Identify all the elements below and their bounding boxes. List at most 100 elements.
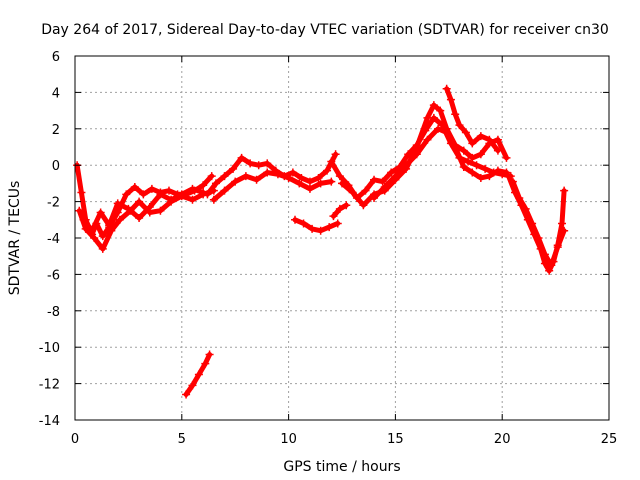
data-point-arc-9 bbox=[468, 153, 477, 162]
data-point-arc-13 bbox=[521, 204, 530, 213]
data-point-arc-3 bbox=[96, 208, 105, 217]
data-point-arc-4 bbox=[220, 172, 229, 181]
data-point-arc-4 bbox=[331, 150, 340, 159]
y-tick-label: -4 bbox=[47, 232, 60, 247]
x-tick-label: 25 bbox=[601, 432, 618, 447]
data-point-arc-10 bbox=[412, 150, 421, 159]
data-point-arc-11 bbox=[442, 84, 451, 93]
data-point-arc-11 bbox=[455, 121, 464, 130]
y-tick-label: 6 bbox=[52, 50, 60, 65]
data-point-arc-6 bbox=[308, 224, 317, 233]
data-point-arc-4 bbox=[288, 168, 297, 177]
data-point-arc-11 bbox=[468, 139, 477, 148]
x-tick-label: 10 bbox=[280, 432, 297, 447]
y-tick-label: 4 bbox=[52, 86, 60, 101]
data-point-arc-12 bbox=[545, 266, 554, 275]
x-tick-label: 20 bbox=[494, 432, 511, 447]
data-point-arc-14 bbox=[194, 370, 203, 379]
data-point-arc-11 bbox=[451, 110, 460, 119]
data-point-arc-5 bbox=[252, 175, 261, 184]
data-point-arc-8 bbox=[335, 172, 344, 181]
data-point-arc-1 bbox=[130, 183, 139, 192]
x-axis-label: GPS time / hours bbox=[283, 459, 400, 475]
data-point-arc-9 bbox=[476, 150, 485, 159]
data-point-arc-5 bbox=[284, 173, 293, 182]
data-point-arc-4 bbox=[237, 153, 246, 162]
data-point-arc-5 bbox=[241, 172, 250, 181]
data-point-arc-1 bbox=[164, 186, 173, 195]
y-tick-label: -6 bbox=[47, 268, 60, 283]
data-point-arc-9 bbox=[423, 113, 432, 122]
data-point-arc-10 bbox=[442, 128, 451, 137]
data-point-arc-3 bbox=[88, 226, 97, 235]
y-axis-label: SDTVAR / TECUs bbox=[7, 181, 23, 296]
data-point-arc-4 bbox=[305, 177, 314, 186]
data-point-arc-6 bbox=[299, 219, 308, 228]
data-point-arc-1 bbox=[139, 190, 148, 199]
data-point-arc-4 bbox=[229, 164, 238, 173]
data-point-arc-8 bbox=[472, 161, 481, 170]
data-point-arc-10 bbox=[391, 172, 400, 181]
data-point-arc-5 bbox=[231, 177, 240, 186]
data-point-arc-9 bbox=[502, 153, 511, 162]
data-point-arc-8 bbox=[481, 164, 490, 173]
data-point-arc-10 bbox=[451, 143, 460, 151]
series-line-arc-4 bbox=[204, 151, 339, 197]
data-point-arc-5 bbox=[316, 179, 325, 188]
data-point-arc-4 bbox=[297, 173, 306, 182]
series-line-arc-5 bbox=[211, 170, 334, 203]
data-point-arc-6 bbox=[325, 223, 334, 232]
data-point-arc-10 bbox=[476, 173, 485, 182]
data-point-arc-10 bbox=[370, 193, 379, 202]
data-point-arc-3 bbox=[113, 199, 122, 208]
data-point-arc-4 bbox=[263, 159, 272, 168]
data-point-arc-11 bbox=[485, 135, 494, 144]
data-point-arc-4 bbox=[203, 190, 212, 199]
grid bbox=[75, 56, 609, 420]
data-point-arc-2 bbox=[90, 234, 99, 242]
data-point-arc-8 bbox=[370, 175, 379, 184]
data-point-arc-10 bbox=[468, 168, 477, 177]
data-point-arc-1 bbox=[98, 232, 107, 241]
data-point-arc-6 bbox=[333, 219, 342, 228]
data-point-arc-12 bbox=[558, 219, 567, 228]
data-point-arc-9 bbox=[348, 188, 357, 197]
data-point-arc-7 bbox=[335, 204, 344, 213]
series-line-arc-6 bbox=[292, 217, 341, 234]
data-point-arc-4 bbox=[314, 173, 323, 182]
data-point-arc-13 bbox=[508, 177, 517, 186]
data-point-arc-2 bbox=[75, 206, 84, 215]
y-tick-label: -12 bbox=[39, 378, 60, 393]
data-point-arc-2 bbox=[107, 226, 116, 235]
data-point-arc-14 bbox=[188, 381, 197, 390]
data-point-arc-3 bbox=[156, 190, 165, 199]
data-point-arc-14 bbox=[182, 390, 191, 399]
y-tick-label: -10 bbox=[39, 341, 60, 356]
data-point-arc-10 bbox=[402, 161, 411, 170]
x-tick-label: 0 bbox=[71, 432, 79, 447]
data-point-arc-14 bbox=[201, 359, 210, 368]
data-point-arc-2 bbox=[98, 244, 107, 253]
data-point-arc-11 bbox=[461, 128, 470, 137]
y-tick-label: 2 bbox=[52, 123, 60, 138]
data-point-arc-12 bbox=[504, 172, 513, 181]
data-point-arc-4 bbox=[254, 161, 263, 170]
data-point-arc-13 bbox=[534, 234, 543, 242]
data-point-arc-9 bbox=[436, 106, 445, 115]
chart-title: Day 264 of 2017, Sidereal Day-to-day VTE… bbox=[41, 22, 609, 38]
data-point-arc-5 bbox=[220, 186, 229, 195]
data-point-arc-1 bbox=[122, 190, 131, 199]
data-point-arc-5 bbox=[327, 177, 336, 186]
data-point-arc-5 bbox=[305, 184, 314, 193]
data-point-arc-4 bbox=[211, 179, 220, 188]
data-point-arc-10 bbox=[459, 163, 468, 172]
data-point-arc-8 bbox=[378, 177, 387, 186]
data-point-arc-3 bbox=[167, 195, 176, 204]
data-point-arc-9 bbox=[493, 135, 502, 144]
data-point-arc-13 bbox=[540, 250, 549, 259]
data-point-arc-3 bbox=[124, 204, 133, 213]
data-point-arc-3 bbox=[177, 190, 186, 199]
data-point-arc-2 bbox=[156, 206, 165, 215]
